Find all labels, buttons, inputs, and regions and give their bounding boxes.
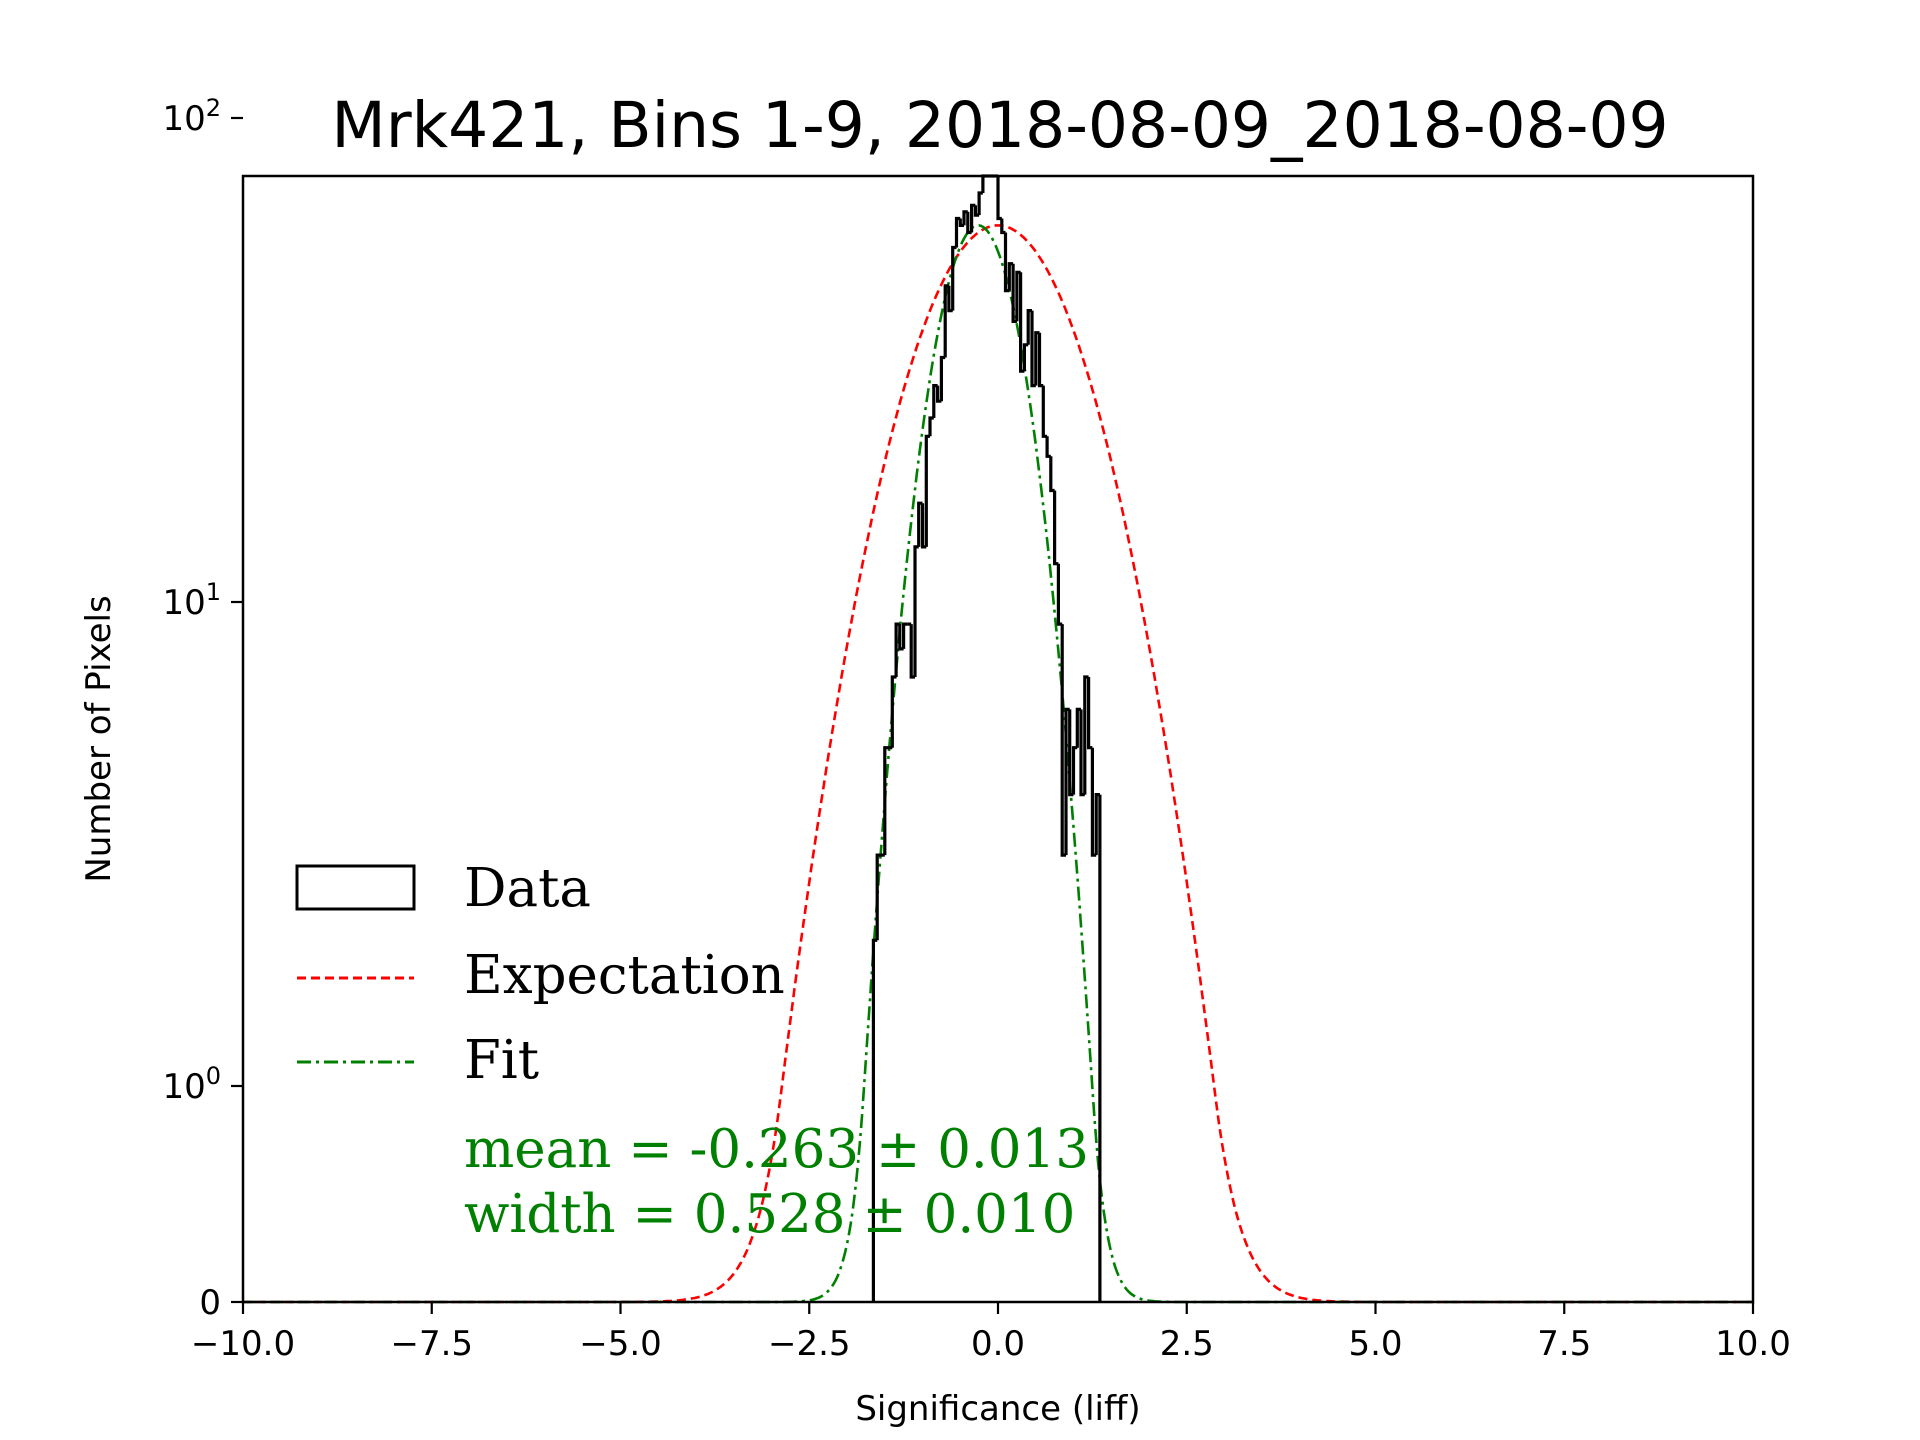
x-tick-label: −10.0 [191, 1324, 295, 1364]
histogram-bin [883, 746, 889, 856]
histogram-layer [871, 174, 1102, 1302]
x-tick-label: −2.5 [768, 1324, 851, 1364]
y-tick-label: 102 [162, 94, 221, 139]
y-tick-label: 100 [162, 1062, 221, 1107]
x-axis-ticks: −10.0 −7.5 −5.0 −2.5 0.0 2.5 5.0 7.5 10.0 [191, 1302, 1791, 1364]
y-axis-label: Number of Pixels [79, 595, 119, 882]
legend-fit-label: Fit [464, 1030, 539, 1091]
y-axis-ticks: 0 100 101 102 [162, 94, 243, 1323]
y-tick-label: 101 [162, 578, 221, 623]
x-tick-label: 2.5 [1160, 1324, 1214, 1364]
x-tick-label: 7.5 [1537, 1324, 1591, 1364]
x-tick-label: −5.0 [579, 1324, 662, 1364]
legend: Data Expectation Fit [295, 858, 785, 1091]
histogram-bin [875, 853, 881, 941]
histogram-bin [902, 622, 908, 649]
chart-title: Mrk421, Bins 1-9, 2018-08-09_2018-08-09 [331, 89, 1668, 162]
legend-data-swatch [295, 864, 416, 911]
y-tick-label: 0 [199, 1283, 221, 1323]
legend-data-label: Data [464, 858, 591, 919]
fit-mean-annotation: mean = -0.263 ± 0.013 [464, 1119, 1089, 1180]
legend-expectation-label: Expectation [464, 945, 785, 1006]
fit-width-annotation: width = 0.528 ± 0.010 [464, 1184, 1075, 1245]
x-tick-label: 5.0 [1348, 1324, 1402, 1364]
x-tick-label: 10.0 [1715, 1324, 1791, 1364]
x-axis-label: Significance (liff) [855, 1389, 1140, 1429]
x-tick-label: 0.0 [971, 1324, 1025, 1364]
x-tick-label: −7.5 [390, 1324, 473, 1364]
